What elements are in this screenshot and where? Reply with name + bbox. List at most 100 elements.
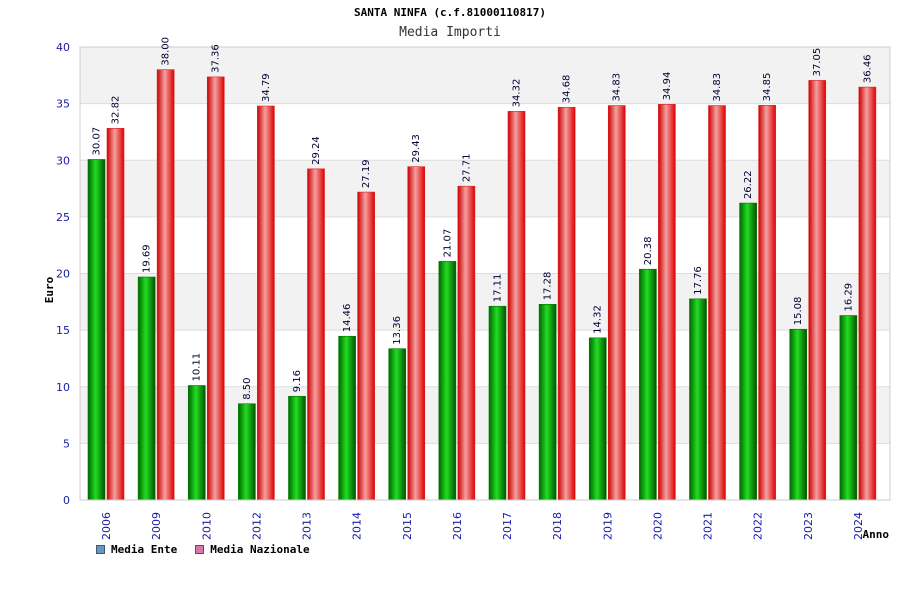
legend-item-media-nazionale: Media Nazionale [195,543,310,556]
bar-media-nazionale-2006 [106,128,125,501]
x-tick-label: 2020 [651,512,664,540]
data-label: 8.50 [242,377,253,399]
legend: Media Ente Media Nazionale [96,543,310,556]
x-tick-label: 2010 [200,512,213,540]
data-label: 34.83 [712,73,723,102]
data-label: 10.11 [192,353,203,382]
data-label: 34.83 [612,73,623,102]
y-tick-label: 30 [56,154,70,167]
data-label: 37.36 [211,44,222,73]
bar-media-nazionale-2014 [357,191,375,501]
x-tick-label: 2006 [100,512,113,540]
data-label: 27.19 [361,159,372,188]
bar-media-nazionale-2022 [758,105,776,501]
x-axis-label: Anno [863,528,890,541]
data-label: 34.85 [762,73,773,102]
x-tick-label: 2021 [702,512,715,540]
x-tick-label: 2018 [551,512,564,540]
data-label: 21.07 [442,229,453,258]
bar-media-nazionale-2009 [156,69,175,501]
y-tick-label: 10 [56,381,70,394]
data-label: 16.29 [843,283,854,312]
y-tick-label: 15 [56,324,70,337]
data-label: 17.28 [543,272,554,301]
data-label: 27.71 [461,154,472,183]
bar-media-nazionale-2021 [708,105,726,501]
legend-swatch-media-ente [96,545,105,554]
bar-media-nazionale-2015 [407,166,426,501]
bar-media-nazionale-2018 [557,106,576,501]
data-label: 17.76 [693,266,704,295]
bar-media-ente-2015 [388,348,407,501]
bar-media-ente-2024 [839,315,858,501]
bar-media-ente-2012 [238,403,256,501]
data-label: 26.22 [743,170,754,199]
bar-media-nazionale-2010 [206,76,225,501]
legend-label-media-ente: Media Ente [111,543,178,556]
y-tick-label: 0 [63,494,70,507]
bar-media-nazionale-2020 [658,104,676,501]
data-label: 29.24 [311,136,322,165]
data-label: 29.43 [411,134,422,163]
x-tick-label: 2019 [601,512,614,540]
data-label: 14.46 [342,304,353,333]
data-label: 34.79 [261,73,272,102]
bar-media-ente-2010 [187,385,206,501]
y-tick-label: 20 [56,268,70,281]
bar-media-nazionale-2016 [457,185,476,501]
x-tick-label: 2022 [752,512,765,540]
bar-media-ente-2016 [438,261,457,501]
bar-media-nazionale-2023 [808,80,827,501]
bar-media-nazionale-2017 [507,111,526,501]
data-label: 34.94 [662,72,673,101]
data-label: 30.07 [92,127,103,156]
y-tick-label: 40 [56,41,70,54]
bar-media-nazionale-2013 [307,168,325,501]
bar-media-ente-2022 [739,202,757,501]
bar-media-ente-2023 [789,328,808,501]
bar-media-ente-2021 [689,298,707,501]
data-label: 14.32 [593,305,604,334]
chart-title: SANTA NINFA (c.f.81000110817) [353,6,547,19]
data-label: 17.11 [493,274,504,303]
x-tick-label: 2014 [351,512,364,540]
data-label: 15.08 [793,297,804,326]
x-tick-label: 2015 [401,512,414,540]
bar-media-ente-2006 [87,159,106,501]
bar-media-nazionale-2019 [607,105,626,501]
data-label: 34.32 [512,79,523,108]
data-label: 20.38 [643,237,654,266]
bar-media-ente-2019 [588,337,607,501]
bar-media-ente-2017 [488,305,507,501]
data-label: 13.36 [392,316,403,345]
bar-media-nazionale-2024 [858,86,877,501]
data-label: 34.68 [562,75,573,104]
legend-swatch-media-nazionale [195,545,205,554]
bar-media-ente-2018 [538,304,557,501]
data-label: 32.82 [111,96,122,125]
legend-label-media-nazionale: Media Nazionale [210,543,310,556]
data-label: 37.05 [812,48,823,77]
plot-frame [79,46,891,501]
x-tick-label: 2012 [250,512,263,540]
y-tick-label: 5 [63,437,70,450]
x-tick-label: 2013 [301,512,314,540]
bar-media-nazionale-2012 [257,105,275,501]
y-tick-label: 25 [56,211,70,224]
x-tick-label: 2017 [501,512,514,540]
data-label: 36.46 [862,54,873,83]
bar-media-ente-2009 [137,276,156,501]
data-label: 9.16 [292,370,303,392]
legend-item-media-ente: Media Ente [96,543,177,556]
x-tick-label: 2016 [451,512,464,540]
bar-media-ente-2013 [288,395,306,501]
x-tick-label: 2009 [150,512,163,540]
data-label: 38.00 [161,37,172,66]
data-label: 19.69 [142,244,153,273]
bar-media-ente-2020 [639,268,657,501]
chart-subtitle: Media Importi [399,25,501,40]
bar-media-ente-2014 [338,335,356,501]
x-tick-label: 2023 [802,512,815,540]
x-tick-label: 2024 [852,512,865,540]
